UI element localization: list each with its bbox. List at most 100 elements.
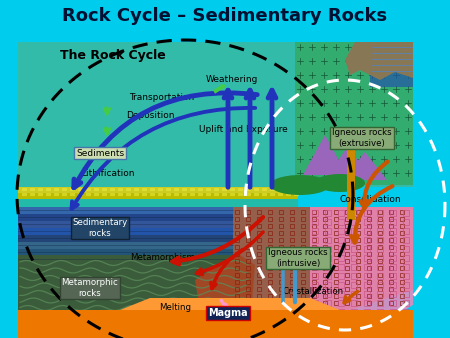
Bar	[142, 193, 147, 196]
Text: Magma: Magma	[208, 308, 248, 318]
Bar	[150, 193, 155, 196]
Polygon shape	[345, 42, 413, 80]
Bar	[126, 193, 131, 196]
Bar	[118, 193, 123, 196]
Bar	[214, 193, 219, 196]
Bar	[347, 130, 355, 220]
Bar	[30, 193, 35, 196]
Bar	[238, 188, 243, 191]
Bar	[262, 188, 267, 191]
Bar	[150, 188, 155, 191]
Bar	[62, 188, 67, 191]
Bar	[46, 188, 51, 191]
Bar	[166, 188, 171, 191]
Bar	[94, 193, 99, 196]
Bar	[286, 193, 291, 196]
Bar	[238, 193, 243, 196]
Text: Igneous rocks
(intrusive): Igneous rocks (intrusive)	[268, 248, 328, 268]
Bar	[158, 193, 163, 196]
Bar	[222, 193, 227, 196]
Text: Sediments: Sediments	[76, 148, 124, 158]
Bar	[110, 193, 115, 196]
Polygon shape	[295, 42, 413, 185]
Bar	[370, 42, 413, 87]
Ellipse shape	[270, 175, 330, 195]
FancyArrow shape	[213, 84, 225, 94]
Bar	[18, 207, 233, 214]
Bar	[214, 188, 219, 191]
Bar	[94, 188, 99, 191]
Bar	[126, 188, 131, 191]
Bar	[270, 188, 275, 191]
Bar	[38, 193, 43, 196]
Bar	[230, 188, 235, 191]
Bar	[18, 221, 233, 228]
Bar	[198, 188, 203, 191]
Bar	[18, 228, 233, 235]
Bar	[18, 214, 233, 221]
Text: Sedimentary
rocks: Sedimentary rocks	[72, 218, 128, 238]
Bar	[18, 187, 298, 193]
Bar	[190, 188, 195, 191]
Bar	[54, 188, 59, 191]
Polygon shape	[195, 207, 413, 310]
Bar	[246, 188, 251, 191]
Bar	[134, 193, 139, 196]
Bar	[54, 193, 59, 196]
Bar	[86, 193, 91, 196]
Bar	[62, 193, 67, 196]
Bar	[18, 42, 413, 187]
Bar	[118, 188, 123, 191]
Text: Melting: Melting	[159, 303, 191, 312]
Bar	[18, 242, 233, 249]
Polygon shape	[303, 135, 347, 175]
Polygon shape	[18, 255, 255, 330]
Text: Consolidation: Consolidation	[339, 195, 401, 204]
Bar	[18, 249, 233, 256]
Polygon shape	[343, 152, 387, 180]
Bar	[230, 193, 235, 196]
Bar	[174, 193, 179, 196]
Text: Weathering: Weathering	[206, 74, 258, 83]
Bar	[30, 188, 35, 191]
Polygon shape	[120, 298, 340, 310]
Bar	[182, 193, 187, 196]
Text: Rock Cycle – Sedimentary Rocks: Rock Cycle – Sedimentary Rocks	[63, 7, 387, 25]
Text: Deposition: Deposition	[126, 111, 174, 120]
Bar	[270, 193, 275, 196]
Bar	[294, 188, 299, 191]
Bar	[78, 188, 83, 191]
Text: Igneous rocks
(extrusive): Igneous rocks (extrusive)	[332, 128, 392, 148]
Polygon shape	[18, 310, 413, 338]
Bar	[286, 188, 291, 191]
Bar	[254, 193, 259, 196]
Bar	[70, 188, 75, 191]
Text: Lithification: Lithification	[81, 169, 135, 178]
Bar	[110, 188, 115, 191]
Polygon shape	[310, 207, 413, 325]
Bar	[294, 193, 299, 196]
Bar	[278, 193, 283, 196]
Bar	[22, 188, 27, 191]
Bar	[206, 193, 211, 196]
Bar	[86, 188, 91, 191]
Bar	[182, 188, 187, 191]
Bar	[158, 188, 163, 191]
Text: Uplift and Exposure: Uplift and Exposure	[198, 125, 288, 135]
Bar	[206, 188, 211, 191]
Bar	[18, 187, 298, 199]
Bar	[198, 193, 203, 196]
Bar	[254, 188, 259, 191]
Bar	[46, 193, 51, 196]
Bar	[262, 193, 267, 196]
Bar	[102, 193, 107, 196]
Text: Metamorphic
rocks: Metamorphic rocks	[62, 278, 118, 298]
Bar	[166, 193, 171, 196]
Text: Crystallization: Crystallization	[283, 288, 343, 296]
Ellipse shape	[315, 174, 365, 192]
Bar	[278, 188, 283, 191]
Text: Metamorphism: Metamorphism	[130, 254, 195, 263]
Bar	[18, 199, 298, 207]
Bar	[70, 193, 75, 196]
Polygon shape	[326, 146, 370, 178]
